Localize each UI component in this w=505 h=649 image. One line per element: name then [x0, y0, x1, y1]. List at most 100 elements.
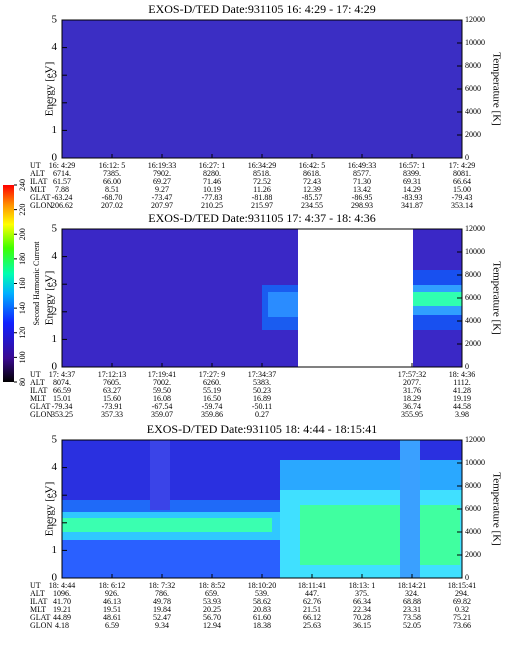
ephemeris-value: 4.18 [55, 621, 69, 630]
ephemeris-value: 63.27 [103, 386, 121, 395]
ephemeris-value: -86.95 [352, 193, 373, 202]
ephemeris-value: 1096. [53, 589, 71, 598]
ephemeris-value: 294. [455, 589, 469, 598]
ephemeris-value: 17: 4:37 [49, 370, 75, 379]
ephemeris-row-label: MLT [30, 394, 46, 403]
ephemeris-row-label: GLAT [30, 402, 51, 411]
y-axis-label: Energy [eV] [44, 271, 56, 325]
y-tick-label: 0 [52, 152, 58, 164]
ephemeris-value: 9.27 [155, 185, 169, 194]
ephemeris-value: 36.74 [403, 402, 421, 411]
y2-tick-label: 8000 [465, 270, 481, 279]
ephemeris-value: 19.21 [53, 605, 71, 614]
y-tick-label: 3 [52, 278, 58, 290]
ephemeris-value: 19.19 [453, 394, 471, 403]
ephemeris-value: 8.51 [105, 185, 119, 194]
y2-tick-label: 8000 [465, 61, 481, 70]
spectrogram-field [62, 440, 462, 578]
ephemeris-value: 341.87 [401, 201, 423, 210]
ephemeris-value: 8081. [453, 169, 471, 178]
ephemeris-value: 31.76 [403, 386, 421, 395]
ephemeris-value: 18.29 [403, 394, 421, 403]
ephemeris-value: 0.32 [455, 605, 469, 614]
chart-title: EXOS-D/TED Date:931105 17: 4:37 - 18: 4:… [148, 211, 376, 225]
colorbar-tick-label: 200 [18, 228, 27, 240]
y2-tick-label: 12000 [465, 435, 485, 444]
ephemeris-value: 69.82 [453, 597, 471, 606]
y-tick-label: 1 [52, 333, 58, 345]
ephemeris-value: 17:27: 9 [199, 370, 225, 379]
ephemeris-value: 41.28 [453, 386, 471, 395]
ephemeris-value: 14.29 [403, 185, 421, 194]
y2-tick-label: 8000 [465, 481, 481, 490]
ephemeris-value: 8518. [253, 169, 271, 178]
y2-axis-label: Temperature [K] [490, 261, 502, 334]
ephemeris-value: 16:49:33 [348, 161, 376, 170]
ephemeris-value: 1112. [453, 378, 470, 387]
ephemeris-value: 3.98 [455, 410, 469, 419]
ephemeris-value: 19.84 [153, 605, 171, 614]
y-tick-label: 1 [52, 544, 58, 556]
ephemeris-value: 69.31 [403, 177, 421, 186]
ephemeris-value: 17:19:41 [148, 370, 176, 379]
colorbar-tick-label: 120 [18, 327, 27, 339]
ephemeris-value: 22.34 [353, 605, 371, 614]
ephemeris-value: 7605. [103, 378, 121, 387]
ephemeris-value: 55.19 [203, 386, 221, 395]
chart-title: EXOS-D/TED Date:931105 16: 4:29 - 17: 4:… [148, 2, 376, 16]
ephemeris-value: 61.60 [253, 613, 271, 622]
ephemeris-value: 207.02 [101, 201, 123, 210]
ephemeris-row-label: ALT [30, 169, 45, 178]
y-tick-label: 2 [52, 516, 58, 528]
ephemeris-value: 353.14 [451, 201, 473, 210]
ephemeris-value: 17:12:13 [98, 370, 126, 379]
y2-tick-label: 10000 [465, 458, 485, 467]
colorbar-tick-label: 80 [18, 378, 27, 386]
ephemeris-value: 73.58 [403, 613, 421, 622]
y-tick-label: 4 [52, 250, 58, 262]
colorbar-tick-label: 220 [18, 204, 27, 216]
ephemeris-value: 16:42: 5 [299, 161, 325, 170]
y2-tick-label: 4000 [465, 527, 481, 536]
y2-tick-label: 12000 [465, 15, 485, 24]
ephemeris-value: 18:13: 1 [349, 581, 375, 590]
ephemeris-value: 16:34:29 [248, 161, 276, 170]
ephemeris-value: 659. [205, 589, 219, 598]
spectrogram-field [62, 20, 462, 158]
ephemeris-value: 15.00 [453, 185, 471, 194]
chart-title: EXOS-D/TED Date:931105 18: 4:44 - 18:15:… [147, 422, 378, 436]
ephemeris-value: 25.63 [303, 621, 321, 630]
ephemeris-value: 53.93 [203, 597, 221, 606]
ephemeris-value: 36.15 [353, 621, 371, 630]
y2-tick-label: 2000 [465, 339, 481, 348]
ephemeris-value: 18: 4:44 [49, 581, 75, 590]
y2-tick-label: 6000 [465, 504, 481, 513]
ephemeris-value: 207.97 [151, 201, 173, 210]
y-tick-label: 5 [52, 14, 58, 26]
ephemeris-value: 375. [355, 589, 369, 598]
ephemeris-value: 8577. [353, 169, 371, 178]
ephemeris-value: 72.43 [303, 177, 321, 186]
ephemeris-value: 17: 4:29 [449, 161, 475, 170]
ephemeris-value: -50.11 [252, 402, 272, 411]
ephemeris-value: -68.70 [102, 193, 123, 202]
ephemeris-row-label: ALT [30, 378, 45, 387]
ephemeris-value: 6714. [53, 169, 71, 178]
ephemeris-value: 71.30 [353, 177, 371, 186]
ephemeris-row-label: GLON [30, 621, 52, 630]
ephemeris-row-label: GLAT [30, 193, 51, 202]
ephemeris-value: 20.25 [203, 605, 221, 614]
y2-tick-label: 6000 [465, 84, 481, 93]
ephemeris-value: 16:27: 1 [199, 161, 225, 170]
ephemeris-value: 50.23 [253, 386, 271, 395]
ephemeris-value: -67.54 [152, 402, 173, 411]
ephemeris-value: 9.34 [155, 621, 169, 630]
ephemeris-value: -73.91 [102, 402, 123, 411]
colorbar-tick-label: 160 [18, 278, 27, 290]
ephemeris-value: 5383. [253, 378, 271, 387]
ephemeris-row-label: UT [30, 161, 41, 170]
ephemeris-value: 2077. [403, 378, 421, 387]
ephemeris-value: 16.08 [153, 394, 171, 403]
ephemeris-value: 18:14:21 [398, 581, 426, 590]
y2-tick-label: 4000 [465, 107, 481, 116]
